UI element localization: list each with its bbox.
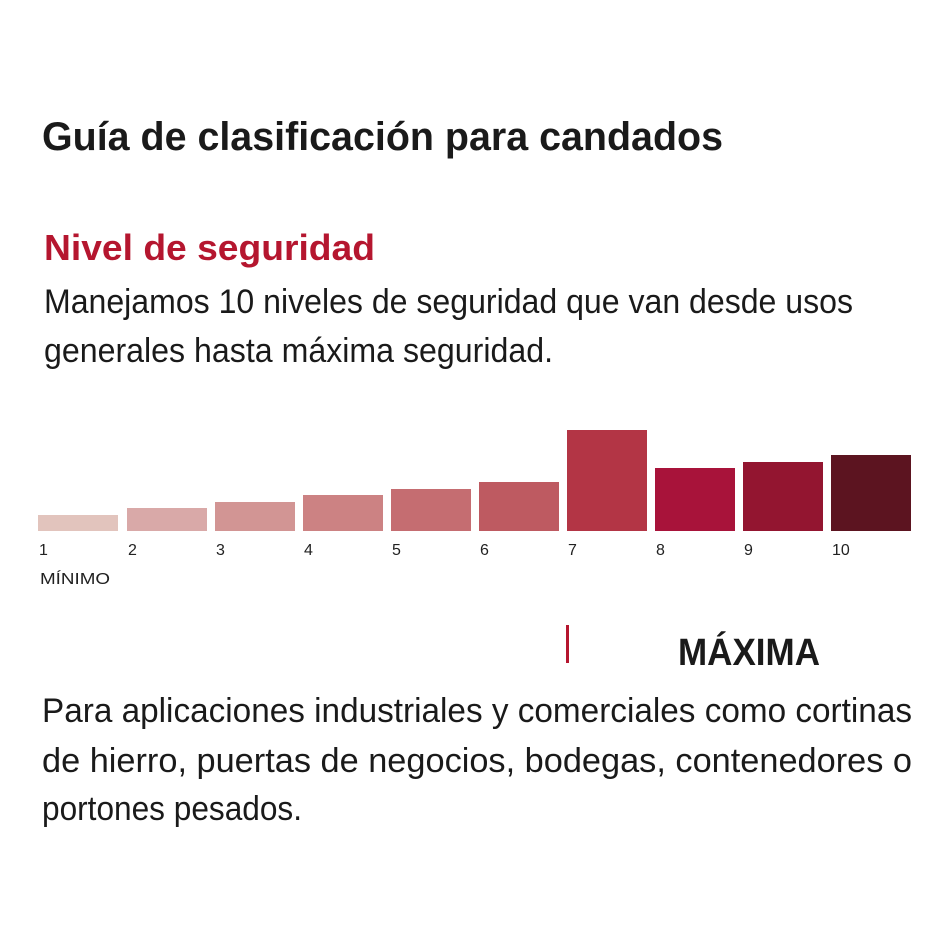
level-label: 5 bbox=[392, 542, 401, 559]
level-bar bbox=[743, 462, 823, 531]
level-bar bbox=[215, 502, 295, 531]
detail-line: de hierro, puertas de negocios, bodegas,… bbox=[42, 742, 912, 780]
title: Guía de clasificación para candados bbox=[42, 115, 723, 159]
min-label: MÍNIMO bbox=[40, 569, 110, 588]
level-bars bbox=[38, 430, 911, 531]
level-labels: 1 2 3 4 5 6 7 8 9 10 bbox=[39, 542, 850, 559]
level-bar bbox=[303, 495, 383, 531]
level-label: 8 bbox=[656, 542, 665, 559]
level-name: MÁXIMA bbox=[678, 630, 820, 674]
detail-line: Para aplicaciones industriales y comerci… bbox=[42, 692, 912, 730]
level-label: 6 bbox=[480, 542, 489, 559]
level-label: 2 bbox=[128, 542, 137, 559]
description-line: generales hasta máxima seguridad. bbox=[44, 332, 553, 370]
level-bar bbox=[391, 489, 471, 531]
level-label: 7 bbox=[568, 542, 577, 559]
level-bar bbox=[479, 482, 559, 531]
level-bar bbox=[567, 430, 647, 531]
level-marker bbox=[566, 625, 569, 663]
level-label: 1 bbox=[39, 542, 48, 559]
level-bar bbox=[831, 455, 911, 531]
level-bar bbox=[38, 515, 118, 531]
level-bar bbox=[127, 508, 207, 531]
level-label: 4 bbox=[304, 542, 313, 559]
level-bar bbox=[655, 468, 735, 531]
level-label: 3 bbox=[216, 542, 225, 559]
detail-line: portones pesados. bbox=[42, 790, 302, 828]
description-line: Manejamos 10 niveles de seguridad que va… bbox=[44, 283, 853, 321]
level-label: 9 bbox=[744, 542, 753, 559]
level-label: 10 bbox=[832, 542, 850, 559]
section-heading: Nivel de seguridad bbox=[44, 227, 375, 268]
